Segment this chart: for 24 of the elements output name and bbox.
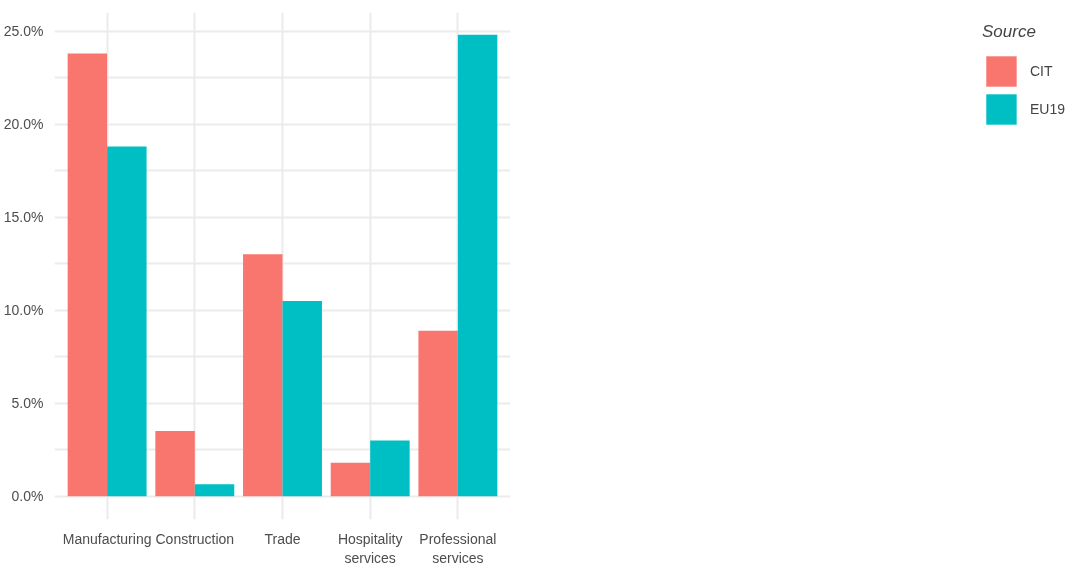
y-tick-label: 20.0% bbox=[3, 116, 44, 133]
legend-title: Source bbox=[981, 22, 1037, 42]
bar bbox=[330, 462, 371, 497]
x-tick-label: Trade bbox=[264, 530, 301, 547]
bar bbox=[418, 330, 458, 497]
y-tick-label: 0.0% bbox=[11, 488, 44, 505]
y-tick-label: 10.0% bbox=[3, 302, 44, 319]
bar bbox=[155, 431, 195, 497]
x-tick-label: Hospitality services bbox=[337, 530, 403, 566]
x-tick-label: Construction bbox=[155, 530, 235, 547]
bar bbox=[243, 254, 283, 497]
legend-label: CIT bbox=[1029, 63, 1053, 79]
legend-label: EU19 bbox=[1029, 101, 1065, 117]
bar bbox=[67, 53, 108, 497]
bar bbox=[457, 34, 498, 497]
bar bbox=[194, 484, 235, 497]
y-tick-label: 25.0% bbox=[3, 23, 44, 40]
x-tick-label: Manufacturing bbox=[62, 530, 152, 547]
x-tick-label: Professional services bbox=[419, 530, 497, 566]
y-tick-label: 5.0% bbox=[11, 395, 44, 412]
bar bbox=[107, 146, 147, 497]
y-tick-label: 15.0% bbox=[3, 209, 44, 226]
bar bbox=[370, 440, 410, 497]
bar bbox=[282, 300, 322, 497]
